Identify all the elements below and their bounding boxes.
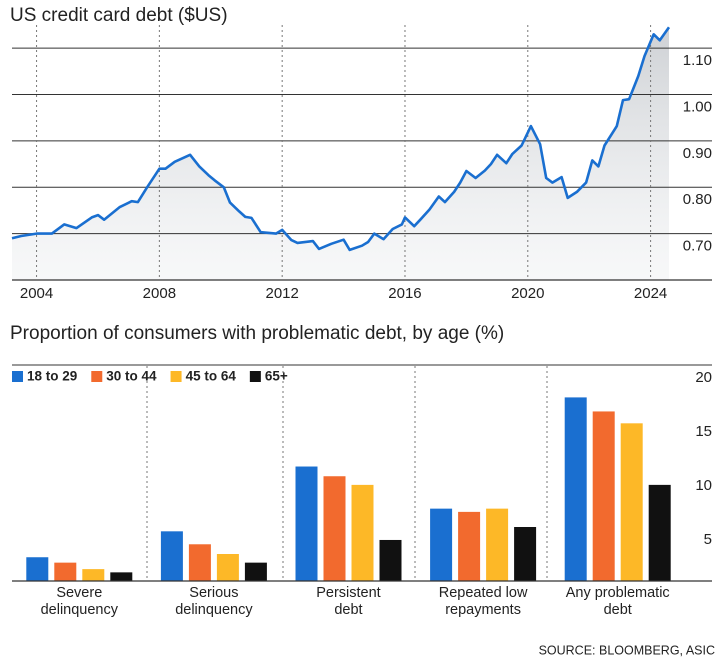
y-tick-label: 1.00 [683,99,712,116]
x-tick-label: Serious delinquency [175,585,253,618]
bar [351,484,374,581]
legend-swatch [249,371,261,382]
bar [295,466,318,581]
y-tick-label: 1.10 [683,52,712,69]
separators [146,366,548,581]
x-tick-label: Persistent debt [316,585,381,618]
bar [110,572,133,581]
bar [430,508,453,581]
source: SOURCE: BLOOMBERG, ASIC [539,643,715,657]
y-tick-label: 0.80 [683,191,712,208]
bar [592,411,615,581]
x-tick-label: Any problematic debt [565,585,670,618]
bar [244,562,267,581]
legend-label: 45 to 64 [186,369,237,384]
x-tick-label: 2008 [143,285,176,302]
x-tick-label: 2004 [20,285,53,302]
bar [514,527,537,581]
x-tick-label: 2024 [634,285,667,302]
legend-swatch [91,371,103,382]
y-tick-label: 0.70 [683,238,712,255]
bar [82,569,105,581]
y-tick-label: 5 [704,531,712,548]
legend-label: 65+ [265,369,288,384]
chart-title: Proportion of consumers with problematic… [10,323,504,344]
x-tick-label: Severe delinquency [40,585,118,618]
x-tick-label: 2012 [265,285,298,302]
y-tick-label: 15 [695,423,712,440]
x-tick-label: 2020 [511,285,544,302]
x-tick-label: 2016 [388,285,421,302]
bar [458,511,481,581]
x-tick-label: Repeated low repayments [438,585,528,618]
bar [54,562,77,581]
chart-title: US credit card debt ($US) [10,5,228,26]
legend-label: 30 to 44 [106,369,157,384]
bar [379,539,402,581]
bar [188,544,211,581]
bar [323,476,346,581]
line [11,26,671,252]
area [12,27,669,280]
bar [486,508,509,581]
y-tick-label: 10 [695,477,712,494]
bar [160,531,183,581]
bar [26,557,49,581]
bar [620,423,643,581]
legend-swatch [170,371,182,382]
bar [564,397,587,581]
legend-label: 18 to 29 [27,369,77,384]
bar [216,554,239,581]
legend-swatch [12,371,23,382]
y-tick-label: 0.90 [683,145,712,162]
y-tick-label: 20 [695,369,712,386]
bar [648,484,671,581]
